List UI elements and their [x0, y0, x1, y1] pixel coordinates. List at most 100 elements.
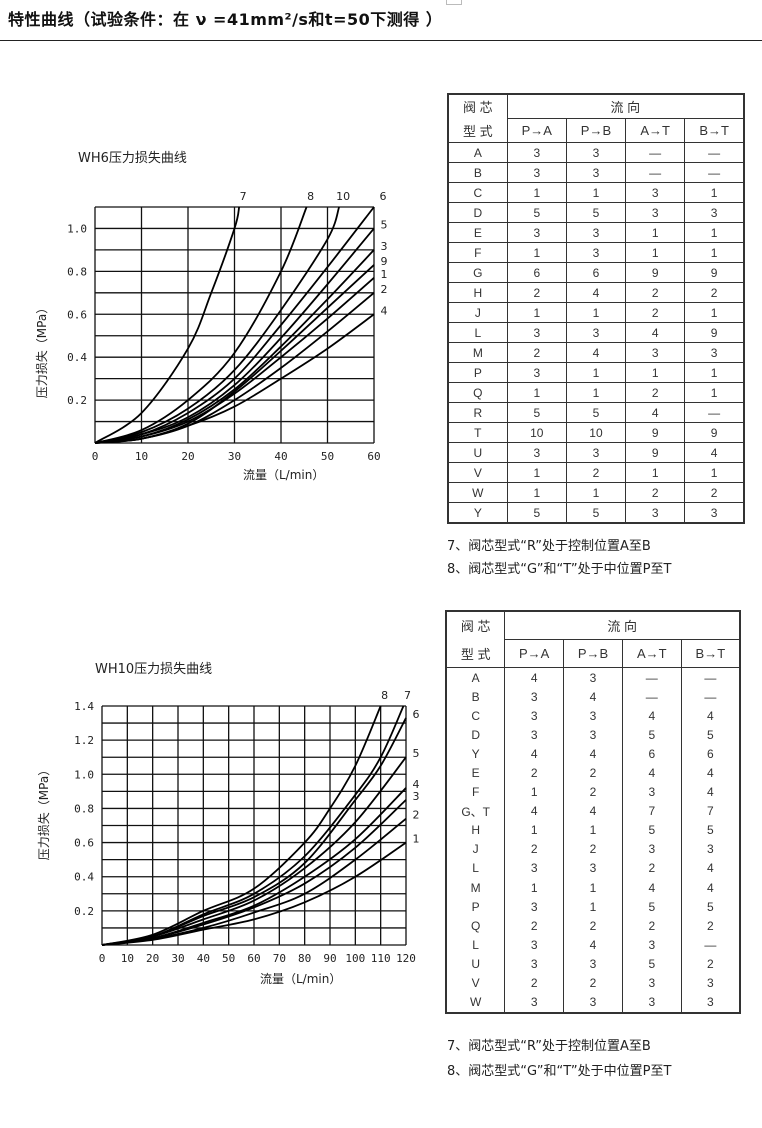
flow-value-cell: 3 — [621, 973, 682, 993]
column-header: B→T — [684, 118, 745, 143]
spool-type-cell: M — [445, 878, 506, 898]
spool-type-cell: G — [447, 262, 508, 283]
x-axis-label: 流量（L/min） — [260, 972, 341, 986]
spool-type-cell: P — [447, 362, 508, 383]
flow-value-cell: 5 — [680, 897, 741, 917]
x-tick-label: 120 — [396, 952, 416, 965]
flow-value-cell: 3 — [621, 782, 682, 802]
flow-value-cell: 3 — [621, 935, 682, 955]
table-row: T 10 10 9 9 — [447, 422, 745, 443]
flow-value-cell: — — [680, 687, 741, 707]
flow-value-cell: 1 — [684, 242, 745, 263]
flow-value-cell: 10 — [506, 422, 567, 443]
flow-value-cell: 2 — [504, 763, 565, 783]
flow-value-cell: 2 — [684, 282, 745, 303]
spool-type-cell: H — [445, 820, 506, 840]
flow-value-cell: 1 — [563, 878, 623, 898]
flow-value-cell: 1 — [504, 782, 565, 802]
page-title: 特性曲线（试验条件：在 ν =41mm²/s和t=50下测得 ） — [8, 10, 443, 29]
spool-type-cell: B — [447, 162, 508, 183]
flow-value-cell: 3 — [684, 202, 745, 223]
flow-value-cell: 4 — [504, 744, 565, 764]
column-header: P→B — [563, 639, 623, 668]
flow-value-cell: 3 — [506, 222, 567, 243]
x-tick-label: 110 — [371, 952, 391, 965]
curve-label: 5 — [413, 747, 420, 760]
flow-value-cell: 2 — [506, 282, 567, 303]
spool-type-header: 型 式 — [447, 118, 508, 143]
table-row: G、T 4 4 7 7 — [445, 801, 741, 821]
flow-value-cell: 4 — [684, 442, 745, 463]
flow-value-cell: 4 — [621, 878, 682, 898]
curve-label: 1 — [381, 268, 388, 281]
y-axis-label: 压力损失（MPa） — [36, 764, 51, 860]
table-header-row: 型 式 P→A P→B A→T B→T — [445, 639, 741, 668]
flow-value-cell: 4 — [680, 858, 741, 879]
table-header-row: 阀 芯流 向 — [447, 93, 745, 119]
spool-type-cell: J — [447, 302, 508, 323]
table-note: 7、阀芯型式“R”处于控制位置A至B — [447, 539, 651, 554]
flow-value-cell: 4 — [625, 322, 686, 343]
flow-value-cell: 3 — [506, 142, 567, 163]
flow-value-cell: 1 — [565, 482, 627, 503]
flow-value-cell: 3 — [563, 725, 623, 745]
flow-value-cell: 2 — [563, 782, 623, 802]
flow-value-cell: 2 — [563, 916, 623, 936]
table-row: A 3 3— — — [447, 142, 745, 163]
flow-value-cell: 1 — [684, 462, 745, 483]
y-tick-label: 0.2 — [74, 905, 94, 918]
spool-type-cell: F — [447, 242, 508, 263]
flow-value-cell: 1 — [625, 222, 686, 243]
flow-value-cell: 4 — [625, 402, 686, 423]
wh10-pressure-loss-chart: WH10压力损失曲线 0 10 20 30 40 50 60 70 80 90 100 110 120 0.… — [36, 662, 420, 986]
y-tick-label: 0.6 — [74, 837, 94, 850]
flow-value-cell: 3 — [563, 667, 623, 688]
column-header: A→T — [621, 639, 682, 668]
y-tick-label: 1.0 — [67, 222, 87, 235]
flow-value-cell: 9 — [625, 422, 686, 443]
flow-value-cell: 3 — [680, 973, 741, 993]
flow-value-cell: 5 — [506, 402, 567, 423]
flow-direction-header: 流 向 — [504, 610, 741, 640]
x-tick-label: 40 — [197, 952, 210, 965]
curve-5 — [94, 227, 375, 444]
flow-value-cell: 3 — [625, 202, 686, 223]
curve-label: 2 — [413, 809, 420, 822]
flow-value-cell: 4 — [504, 667, 565, 688]
table-row: B 3 4— — — [445, 687, 741, 707]
flow-value-cell: 1 — [506, 182, 567, 203]
flow-value-cell: — — [684, 142, 745, 163]
y-tick-label: 0.8 — [67, 265, 87, 278]
chart-title: WH10压力损失曲线 — [95, 662, 212, 677]
x-tick-label: 20 — [181, 450, 194, 463]
flow-value-cell: — — [625, 162, 686, 183]
flow-value-cell: 3 — [506, 442, 567, 463]
spool-type-cell: D — [445, 725, 506, 745]
spool-type-cell: W — [445, 992, 506, 1014]
flow-value-cell: 2 — [563, 839, 623, 859]
x-tick-label: 60 — [247, 952, 260, 965]
flow-value-cell: 5 — [621, 820, 682, 840]
x-tick-label: 50 — [222, 952, 235, 965]
flow-value-cell: 4 — [565, 282, 627, 303]
table-note: 7、阀芯型式“R”处于控制位置A至B — [447, 1039, 651, 1054]
column-header: P→A — [506, 118, 567, 143]
flow-value-cell: 5 — [565, 502, 627, 524]
flow-value-cell: 4 — [563, 744, 623, 764]
flow-value-cell: 10 — [565, 422, 627, 443]
